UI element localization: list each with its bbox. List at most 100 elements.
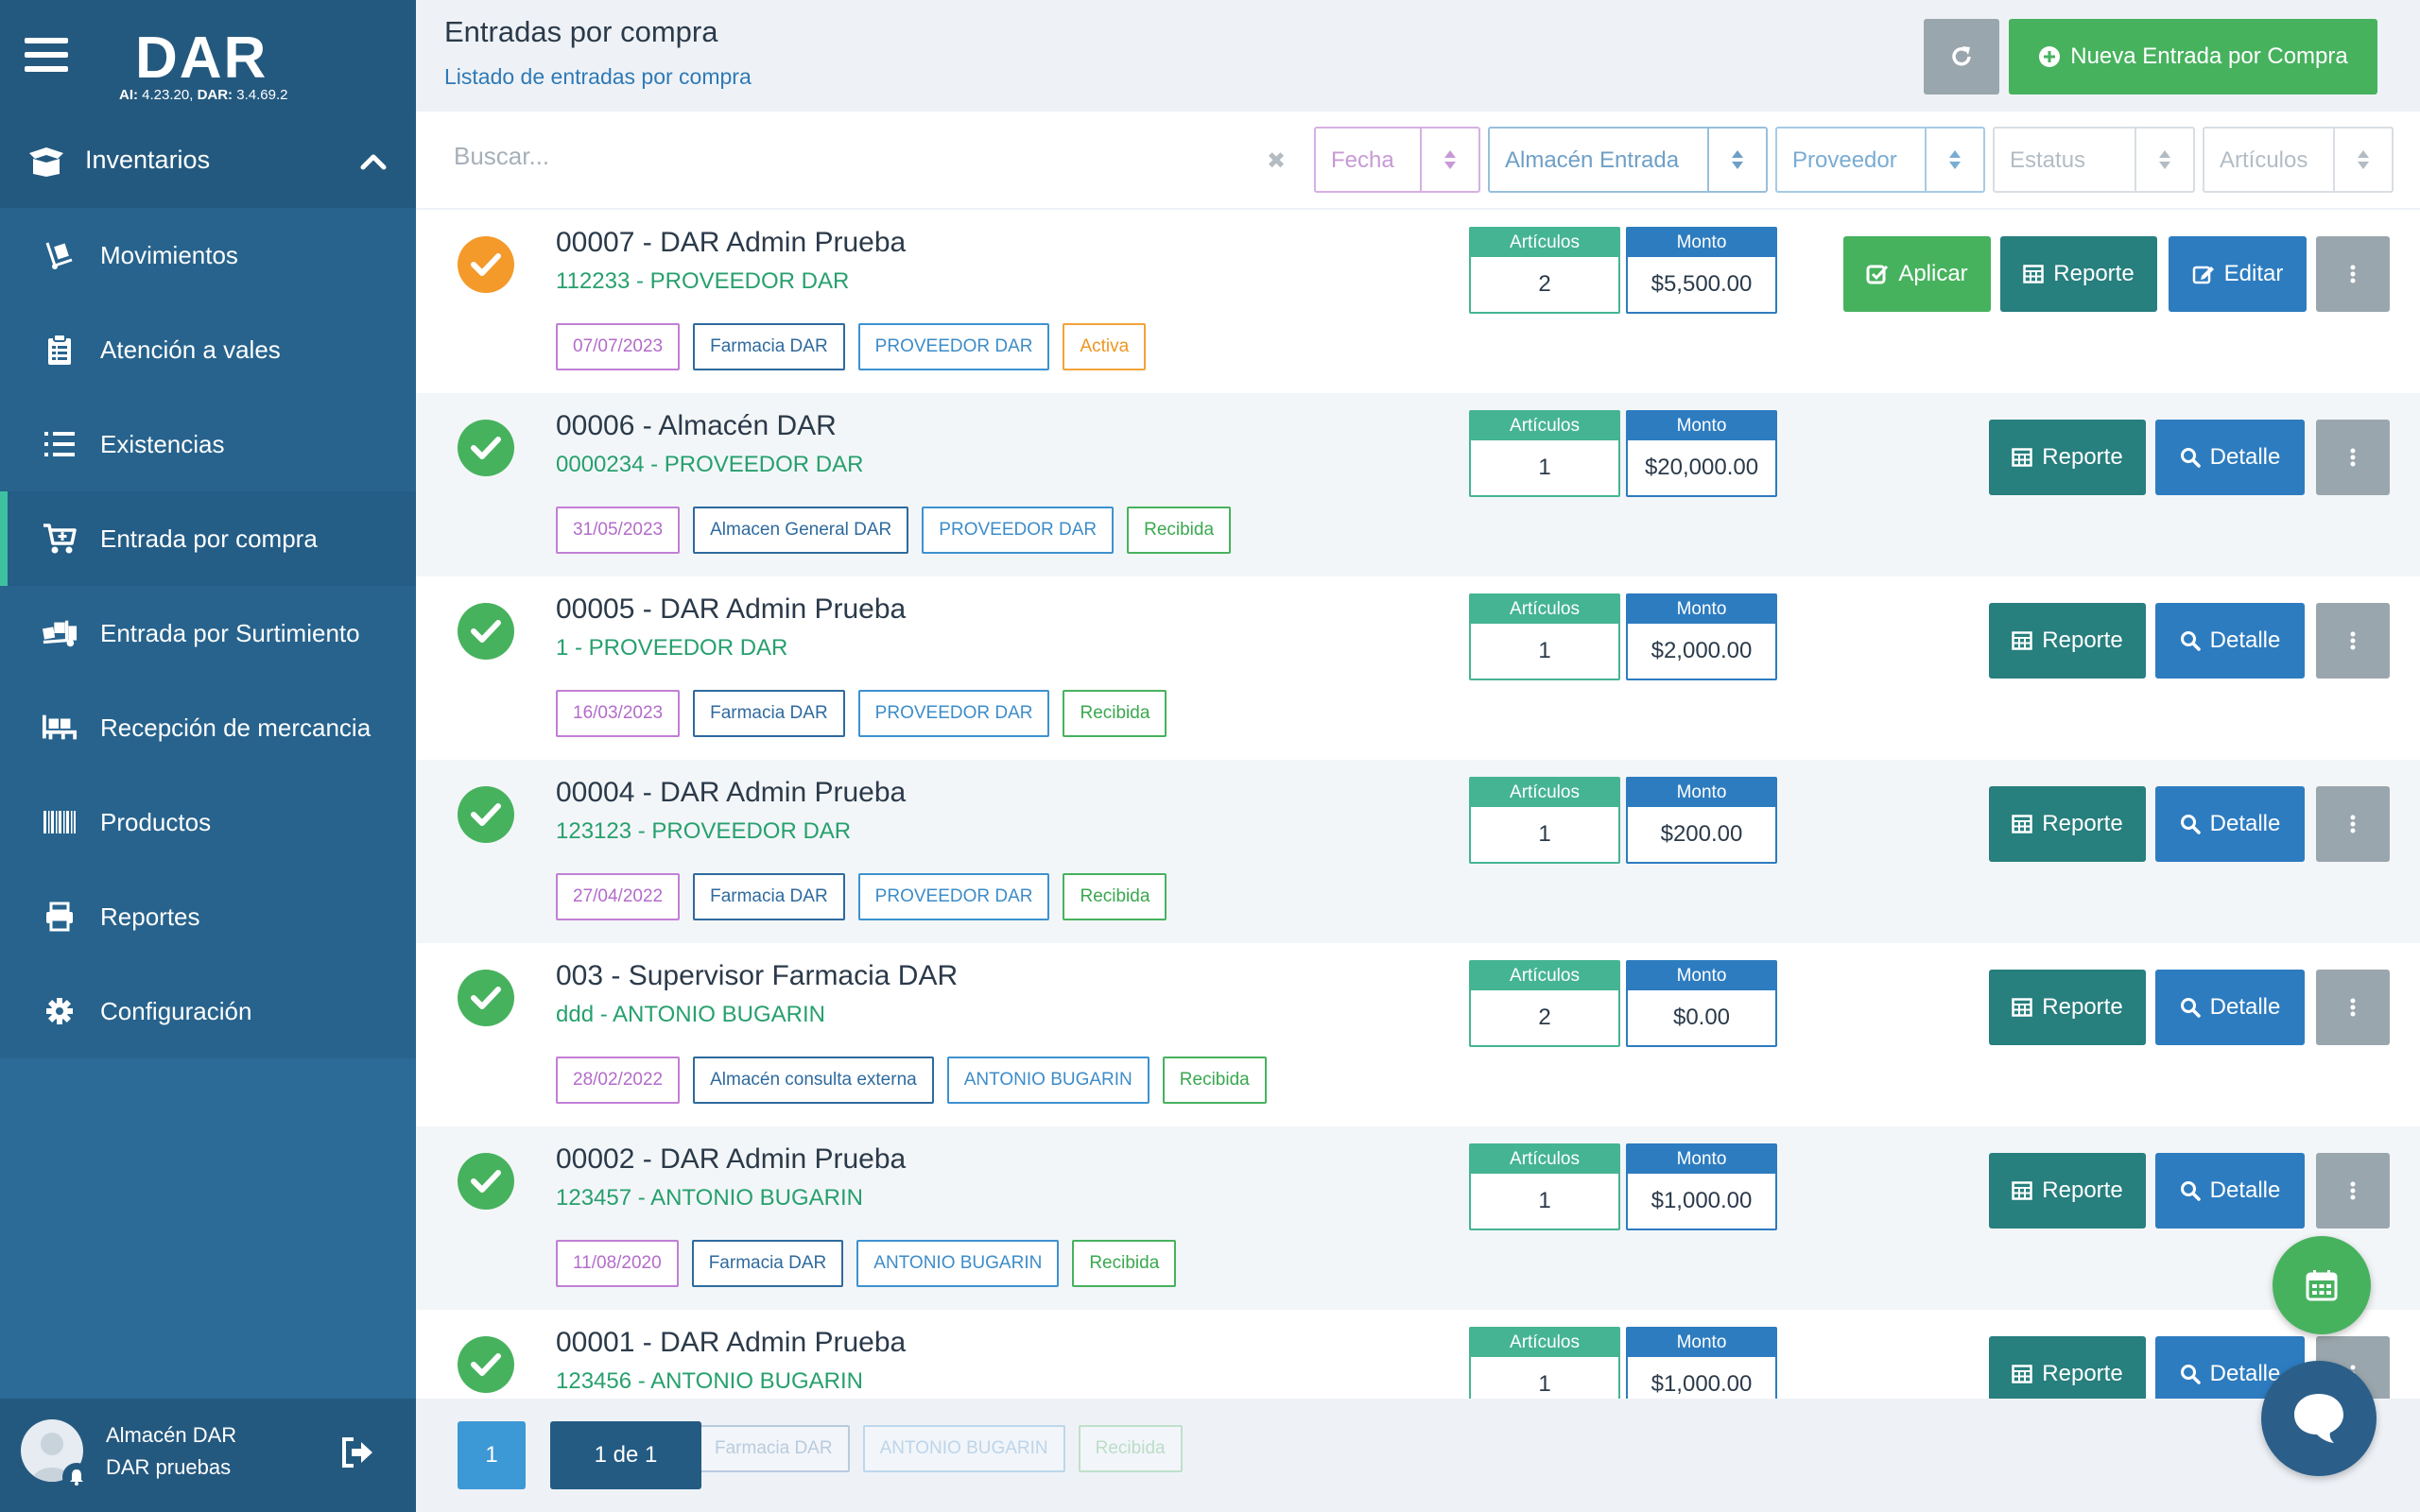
provider-badge: PROVEEDOR DAR — [922, 507, 1115, 554]
filter-almacen-entrada[interactable]: Almacén Entrada — [1488, 127, 1768, 193]
articulos-counter: Artículos 1 — [1469, 593, 1620, 680]
cart-plus-icon — [42, 522, 78, 556]
reporte-button[interactable]: Reporte — [1989, 420, 2146, 495]
aplicar-button[interactable]: Aplicar — [1843, 236, 1991, 312]
detalle-button[interactable]: Detalle — [2155, 420, 2305, 495]
new-entry-button[interactable]: Nueva Entrada por Compra — [2009, 19, 2377, 94]
reporte-button[interactable]: Reporte — [1989, 603, 2146, 679]
more-options-button[interactable] — [2316, 786, 2390, 862]
sidebar-item-entrada-surtimiento[interactable]: Entrada por Surtimiento — [0, 586, 416, 680]
reporte-button[interactable]: Reporte — [1989, 1336, 2146, 1399]
detalle-button[interactable]: Detalle — [2155, 1153, 2305, 1228]
reporte-button[interactable]: Reporte — [1989, 970, 2146, 1045]
list-item[interactable]: 00006 - Almacén DAR 0000234 - PROVEEDOR … — [416, 393, 2420, 576]
entry-title: 00002 - DAR Admin Prueba — [556, 1143, 907, 1175]
page-button[interactable]: 1 — [458, 1421, 526, 1489]
list-item[interactable]: 00004 - DAR Admin Prueba 123123 - PROVEE… — [416, 760, 2420, 943]
search-input[interactable]: Buscar... — [454, 142, 550, 170]
articulos-counter: Artículos 1 — [1469, 410, 1620, 497]
check-circle-icon — [458, 970, 514, 1026]
entry-tags: 11/08/2020 Farmacia DAR ANTONIO BUGARIN … — [556, 1240, 1177, 1287]
calendar-icon — [2306, 1270, 2338, 1301]
sidebar-item-label: Productos — [100, 807, 212, 836]
entry-title: 00001 - DAR Admin Prueba — [556, 1327, 907, 1358]
ellipsis-vertical-icon — [2350, 631, 2356, 650]
clear-search-icon[interactable]: ✖ — [1267, 148, 1287, 174]
logout-icon[interactable] — [340, 1436, 374, 1469]
gear-icon — [42, 994, 78, 1028]
more-options-button[interactable] — [2316, 236, 2390, 312]
monto-counter: Monto $0.00 — [1626, 960, 1777, 1047]
sidebar-item-label: Atención a vales — [100, 335, 281, 364]
detalle-button[interactable]: Detalle — [2155, 786, 2305, 862]
filter-proveedor[interactable]: Proveedor — [1775, 127, 1985, 193]
sidebar-item-configuracion[interactable]: Configuración — [0, 964, 416, 1058]
button-label: Detalle — [2209, 1177, 2281, 1203]
monto-label: Monto — [1628, 412, 1775, 440]
monto-value: $200.00 — [1660, 821, 1743, 847]
more-options-button[interactable] — [2316, 603, 2390, 679]
check-circle-icon — [458, 1336, 514, 1393]
almacen-badge: Almacén consulta externa — [693, 1057, 934, 1104]
list-item[interactable]: 00002 - DAR Admin Prueba 123457 - ANTONI… — [416, 1126, 2420, 1310]
entry-tags: 07/07/2023 Farmacia DAR PROVEEDOR DAR Ac… — [556, 323, 1147, 370]
sidebar-section-label: Inventarios — [85, 146, 211, 174]
detalle-button[interactable]: Detalle — [2155, 1336, 2305, 1399]
filter-articulos[interactable]: Artículos — [2203, 127, 2394, 193]
entry-title: 003 - Supervisor Farmacia DAR — [556, 960, 959, 991]
button-label: Reporte — [2053, 261, 2135, 286]
ellipsis-vertical-icon — [2350, 1181, 2356, 1200]
sidebar-section-inventarios[interactable]: Inventarios — [0, 123, 416, 198]
list-item[interactable]: 00005 - DAR Admin Prueba 1 - PROVEEDOR D… — [416, 576, 2420, 760]
almacen-badge: Farmacia DAR — [693, 873, 845, 920]
monto-label: Monto — [1628, 779, 1775, 807]
articulos-counter: Artículos 2 — [1469, 227, 1620, 314]
filter-fecha[interactable]: Fecha — [1314, 127, 1480, 193]
articulos-counter: Artículos 1 — [1469, 1143, 1620, 1230]
refresh-button[interactable] — [1924, 19, 1999, 94]
more-options-button[interactable] — [2316, 420, 2390, 495]
button-label: Detalle — [2209, 627, 2281, 653]
entry-provider: 1 - PROVEEDOR DAR — [556, 635, 788, 661]
almacen-badge: Farmacia DAR — [691, 1240, 844, 1287]
table-icon — [2023, 265, 2045, 284]
entry-title: 00004 - DAR Admin Prueba — [556, 777, 907, 808]
new-entry-label: Nueva Entrada por Compra — [2070, 43, 2348, 69]
sidebar-item-entrada-compra[interactable]: Entrada por compra — [0, 491, 416, 586]
chat-button[interactable] — [2261, 1361, 2377, 1476]
detalle-button[interactable]: Detalle — [2155, 970, 2305, 1045]
table-icon — [2012, 448, 2033, 467]
list-item[interactable]: 00001 - DAR Admin Prueba 123456 - ANTONI… — [416, 1310, 2420, 1399]
sidebar-item-movimientos[interactable]: Movimientos — [0, 208, 416, 302]
list-item[interactable]: 00007 - DAR Admin Prueba 112233 - PROVEE… — [416, 210, 2420, 393]
editar-button[interactable]: Editar — [2169, 236, 2307, 312]
sidebar-item-recepcion-mercancia[interactable]: Recepción de mercancia — [0, 680, 416, 775]
calendar-button[interactable] — [2273, 1236, 2371, 1334]
monto-label: Monto — [1628, 595, 1775, 624]
detalle-button[interactable]: Detalle — [2155, 603, 2305, 679]
filter-estatus[interactable]: Estatus — [1993, 127, 2195, 193]
reporte-button[interactable]: Reporte — [1989, 786, 2146, 862]
sidebar-item-productos[interactable]: Productos — [0, 775, 416, 869]
hamburger-menu-icon[interactable] — [25, 38, 68, 72]
sidebar-item-label: Movimientos — [100, 240, 238, 269]
articulos-counter: Artículos 2 — [1469, 960, 1620, 1047]
reporte-button[interactable]: Reporte — [2000, 236, 2157, 312]
filter-label: Estatus — [2010, 147, 2086, 173]
monto-value: $2,000.00 — [1651, 638, 1753, 663]
more-options-button[interactable] — [2316, 1153, 2390, 1228]
chevron-up-icon[interactable] — [359, 147, 388, 176]
sidebar-item-reportes[interactable]: Reportes — [0, 869, 416, 964]
provider-badge: ANTONIO BUGARIN — [946, 1057, 1150, 1104]
bell-icon[interactable] — [62, 1463, 91, 1491]
sidebar-item-label: Entrada por Surtimiento — [100, 618, 360, 647]
more-options-button[interactable] — [2316, 970, 2390, 1045]
monto-label: Monto — [1628, 229, 1775, 257]
sidebar-item-existencias[interactable]: Existencias — [0, 397, 416, 491]
box-open-icon — [29, 147, 63, 177]
monto-counter: Monto $5,500.00 — [1626, 227, 1777, 314]
sidebar-item-atencion-vales[interactable]: Atención a vales — [0, 302, 416, 397]
monto-label: Monto — [1628, 1145, 1775, 1174]
list-item[interactable]: 003 - Supervisor Farmacia DAR ddd - ANTO… — [416, 943, 2420, 1126]
reporte-button[interactable]: Reporte — [1989, 1153, 2146, 1228]
